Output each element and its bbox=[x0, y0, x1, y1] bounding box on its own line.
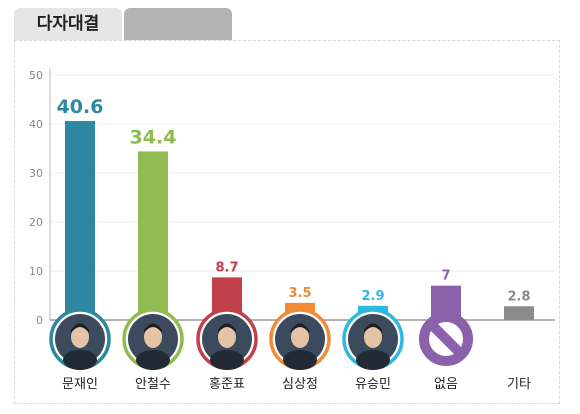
portrait-face bbox=[291, 326, 309, 348]
bar-문재인[interactable] bbox=[65, 121, 95, 320]
data-label: 2.8 bbox=[507, 289, 530, 304]
data-label: 2.9 bbox=[361, 289, 384, 304]
portrait-shoulders bbox=[356, 350, 390, 370]
portrait-face bbox=[71, 326, 89, 348]
portrait-face bbox=[364, 326, 382, 348]
x-category-label: 심상정 bbox=[282, 377, 318, 392]
data-label: 34.4 bbox=[130, 126, 177, 148]
portrait-face bbox=[144, 326, 162, 348]
data-label: 8.7 bbox=[215, 260, 238, 275]
x-category-label: 문재인 bbox=[62, 377, 98, 392]
data-label: 3.5 bbox=[288, 286, 311, 301]
y-tick-label: 50 bbox=[29, 69, 43, 82]
data-label: 40.6 bbox=[57, 96, 104, 118]
portrait-hair bbox=[291, 323, 309, 333]
portrait-hair bbox=[144, 323, 162, 333]
data-label: 7 bbox=[441, 269, 450, 284]
tab-secondary[interactable] bbox=[124, 8, 232, 40]
y-tick-label: 10 bbox=[29, 265, 43, 278]
x-category-label: 안철수 bbox=[135, 377, 171, 392]
chart-panel bbox=[14, 40, 560, 404]
y-tick-label: 40 bbox=[29, 118, 43, 131]
portrait-shoulders bbox=[136, 350, 170, 370]
x-category-label: 홍준표 bbox=[209, 377, 245, 392]
portrait-shoulders bbox=[283, 350, 317, 370]
portrait-hair bbox=[218, 323, 236, 333]
portrait-shoulders bbox=[63, 350, 97, 370]
x-category-label: 유승민 bbox=[355, 377, 391, 392]
no-symbol-slash bbox=[427, 320, 465, 358]
x-category-label: 없음 bbox=[434, 377, 458, 392]
y-tick-label: 0 bbox=[36, 314, 43, 327]
bar-안철수[interactable] bbox=[138, 151, 168, 320]
portrait-shoulders bbox=[210, 350, 244, 370]
y-tick-label: 20 bbox=[29, 216, 43, 229]
tab-multi-candidate[interactable]: 다자대결 bbox=[14, 8, 122, 40]
portrait-hair bbox=[364, 323, 382, 333]
portrait-face bbox=[218, 326, 236, 348]
portrait-hair bbox=[71, 323, 89, 333]
x-category-label: 기타 bbox=[507, 377, 531, 392]
bar-기타[interactable] bbox=[504, 306, 534, 320]
y-tick-label: 30 bbox=[29, 167, 43, 180]
